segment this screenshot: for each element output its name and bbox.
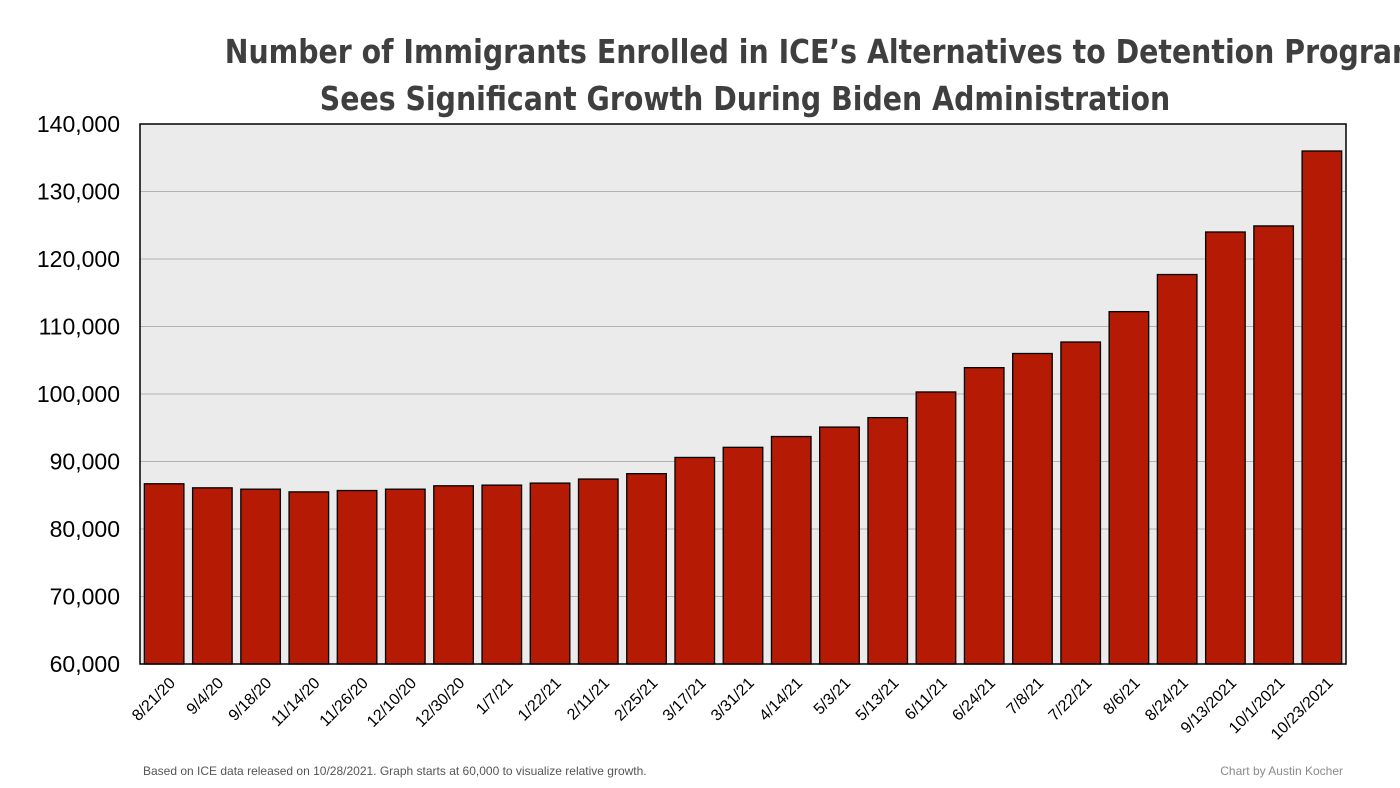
bar <box>288 491 330 665</box>
y-tick-label: 60,000 <box>50 651 120 677</box>
bar <box>722 446 764 665</box>
bar <box>1060 341 1102 665</box>
bar <box>626 472 667 665</box>
bar <box>143 483 185 665</box>
bar <box>529 482 571 665</box>
x-tick-label: 7/22/21 <box>1046 675 1096 725</box>
y-tick-label: 80,000 <box>50 516 120 542</box>
bar <box>433 485 474 665</box>
x-tick-label: 2/25/21 <box>612 675 662 725</box>
bar <box>1204 231 1246 665</box>
y-tick-label: 100,000 <box>37 381 120 407</box>
x-tick-label: 1/7/21 <box>473 675 517 719</box>
y-tick-label: 140,000 <box>37 111 120 137</box>
chart-credit: Chart by Austin Kocher <box>1220 764 1343 778</box>
x-tick-label: 5/3/21 <box>811 675 855 719</box>
x-tick-label: 12/30/20 <box>412 675 468 731</box>
x-tick-label: 11/26/20 <box>317 675 372 730</box>
bar <box>770 435 812 665</box>
x-tick-label: 7/8/21 <box>1004 675 1048 719</box>
chart-title-line-2: Sees Significant Growth During Biden Adm… <box>319 79 1171 118</box>
y-axis: 60,000 70,000 80,000 90,000 100,000 110,000 12… <box>37 111 120 677</box>
y-tick-label: 130,000 <box>37 179 120 205</box>
bar <box>1253 225 1295 665</box>
y-tick-label: 70,000 <box>50 584 120 610</box>
x-tick-label: 11/14/20 <box>268 675 323 730</box>
bar <box>1301 150 1343 665</box>
chart-title-line-1: Number of Immigrants Enrolled in ICE’s A… <box>224 32 1400 71</box>
x-tick-label: 9/4/20 <box>184 675 228 719</box>
bar <box>481 484 523 665</box>
x-tick-label: 3/31/21 <box>708 675 758 725</box>
bar <box>336 489 378 665</box>
y-tick-label: 90,000 <box>50 449 120 475</box>
x-tick-label: 4/14/21 <box>756 675 806 725</box>
x-tick-label: 5/13/21 <box>853 675 903 725</box>
bar <box>819 426 860 665</box>
bar <box>674 456 716 665</box>
y-tick-label: 120,000 <box>37 246 120 272</box>
x-tick-label: 2/11/21 <box>564 675 613 724</box>
bars <box>143 150 1343 665</box>
footnote: Based on ICE data released on 10/28/2021… <box>143 764 647 778</box>
x-tick-label: 8/21/20 <box>129 675 179 725</box>
plot-frame <box>139 123 1347 665</box>
bar <box>1108 310 1150 665</box>
bar <box>577 478 619 665</box>
x-tick-label: 1/22/21 <box>515 675 565 725</box>
bar <box>240 488 282 665</box>
x-tick-label: 6/11/21 <box>902 675 951 724</box>
bar <box>1156 273 1198 665</box>
x-tick-label: 12/10/20 <box>364 675 420 731</box>
bar <box>915 391 957 665</box>
bar <box>191 487 233 665</box>
bar <box>963 367 1005 665</box>
y-tick-label: 110,000 <box>39 314 120 340</box>
chart-title: Number of Immigrants Enrolled in ICE’s A… <box>224 28 1400 122</box>
bar <box>384 488 426 665</box>
x-axis: 8/21/20 9/4/209/18/2011/14/2011/26/2012/1… <box>129 675 1337 744</box>
x-tick-label: 6/24/21 <box>949 675 999 725</box>
x-tick-label: 8/6/21 <box>1100 675 1144 719</box>
x-tick-label: 3/17/21 <box>660 675 710 725</box>
bar <box>867 416 909 665</box>
bar <box>1012 352 1053 665</box>
